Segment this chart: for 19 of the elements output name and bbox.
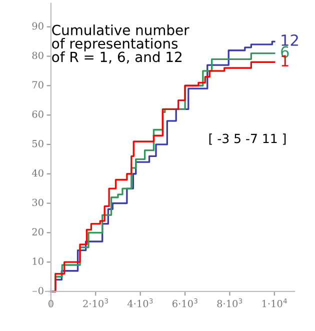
y-tick-label: 90 [32, 22, 44, 30]
y-tick-label: 20 [32, 228, 44, 236]
x-tick-label: 2·10$^{3}$ [83, 298, 108, 308]
y-tick-label: 50 [32, 140, 44, 148]
x-tick-label: 6·10$^{3}$ [172, 298, 198, 308]
y-tick-label: 10 [32, 258, 44, 265]
x-tick-label: 8·10$^{3}$ [217, 298, 242, 308]
x-tick-label: 4·10$^{3}$ [127, 298, 153, 308]
y-tick-label: 60 [32, 110, 44, 118]
annotation: [ -3 5 -7 11 ] [209, 134, 286, 145]
y-tick-label: 30 [32, 198, 44, 206]
y-tick-label: 40 [32, 169, 44, 177]
y-tick-label: 70 [32, 81, 44, 88]
y-tick-label: 80 [32, 52, 44, 60]
x-tick-label: 1·10$^{4}$ [262, 298, 287, 308]
text: Cumulative number of representations of R = 1, 6, and 12 [52, 24, 190, 64]
y-tick-label: 0 [38, 286, 44, 294]
series-label: 12 [282, 34, 298, 46]
x-tick-label: 0 [48, 300, 54, 308]
